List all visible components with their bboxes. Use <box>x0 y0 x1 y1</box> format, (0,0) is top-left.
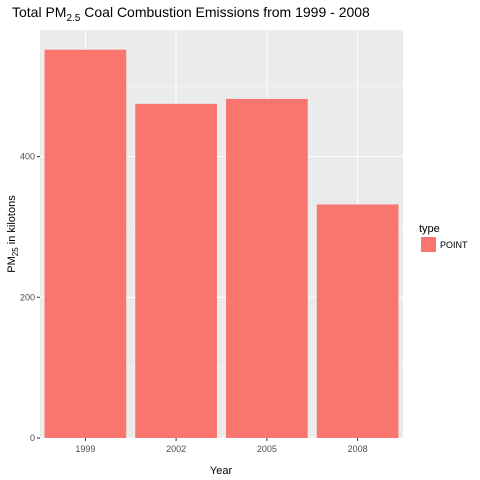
x-tick-label: 1999 <box>75 444 95 454</box>
bar-2008 <box>316 204 399 438</box>
y-axis-label: PM25 in kilotons <box>6 195 20 273</box>
legend-label-point: POINT <box>440 240 468 250</box>
legend-title: type <box>419 223 440 235</box>
bar-2002 <box>135 103 217 439</box>
y-tick-label: 400 <box>20 152 35 162</box>
y-tick-label: 0 <box>30 433 35 443</box>
y-tick-label: 200 <box>20 292 35 302</box>
chart-title: Total PM2.5 Coal Combustion Emissions fr… <box>12 4 370 24</box>
x-tick-label: 2005 <box>257 444 277 454</box>
y-axis-ticks: 0 200 400 <box>20 152 40 443</box>
x-tick-label: 2008 <box>348 444 368 454</box>
bars <box>44 49 399 439</box>
x-axis-label: Year <box>210 465 233 477</box>
bar-1999 <box>44 49 127 438</box>
bar-2005 <box>226 98 308 438</box>
legend: type POINT <box>419 223 468 252</box>
x-axis-ticks: 1999 2002 2005 2008 <box>75 438 368 454</box>
legend-key-point <box>421 237 436 252</box>
x-tick-label: 2002 <box>166 444 186 454</box>
